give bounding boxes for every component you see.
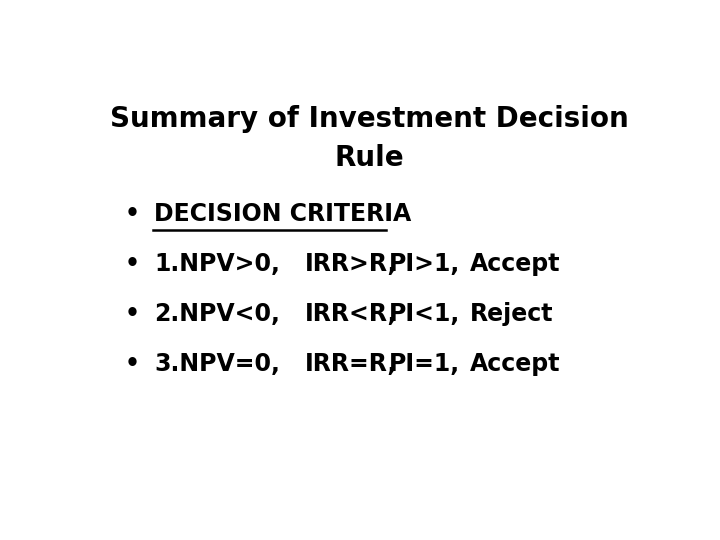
Text: •: • [125,252,140,276]
Text: •: • [125,302,140,326]
Text: Accept: Accept [469,352,560,376]
Text: PI>1,: PI>1, [389,252,460,276]
Text: •: • [125,202,140,226]
Text: 2.NPV<0,: 2.NPV<0, [154,302,280,326]
Text: Accept: Accept [469,252,560,276]
Text: 1.NPV>0,: 1.NPV>0, [154,252,280,276]
Text: •: • [125,352,140,376]
Text: IRR=R,: IRR=R, [305,352,397,376]
Text: Summary of Investment Decision: Summary of Investment Decision [109,105,629,133]
Text: DECISION CRITERIA: DECISION CRITERIA [154,202,411,226]
Text: IRR>R,: IRR>R, [305,252,397,276]
Text: PI=1,: PI=1, [389,352,459,376]
Text: Rule: Rule [334,144,404,172]
Text: IRR<R,: IRR<R, [305,302,397,326]
Text: PI<1,: PI<1, [389,302,460,326]
Text: 3.NPV=0,: 3.NPV=0, [154,352,280,376]
Text: Reject: Reject [469,302,553,326]
